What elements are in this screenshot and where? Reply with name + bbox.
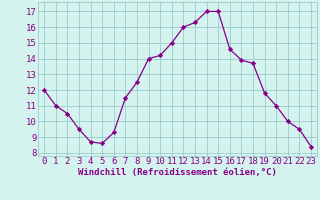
X-axis label: Windchill (Refroidissement éolien,°C): Windchill (Refroidissement éolien,°C) [78,168,277,177]
